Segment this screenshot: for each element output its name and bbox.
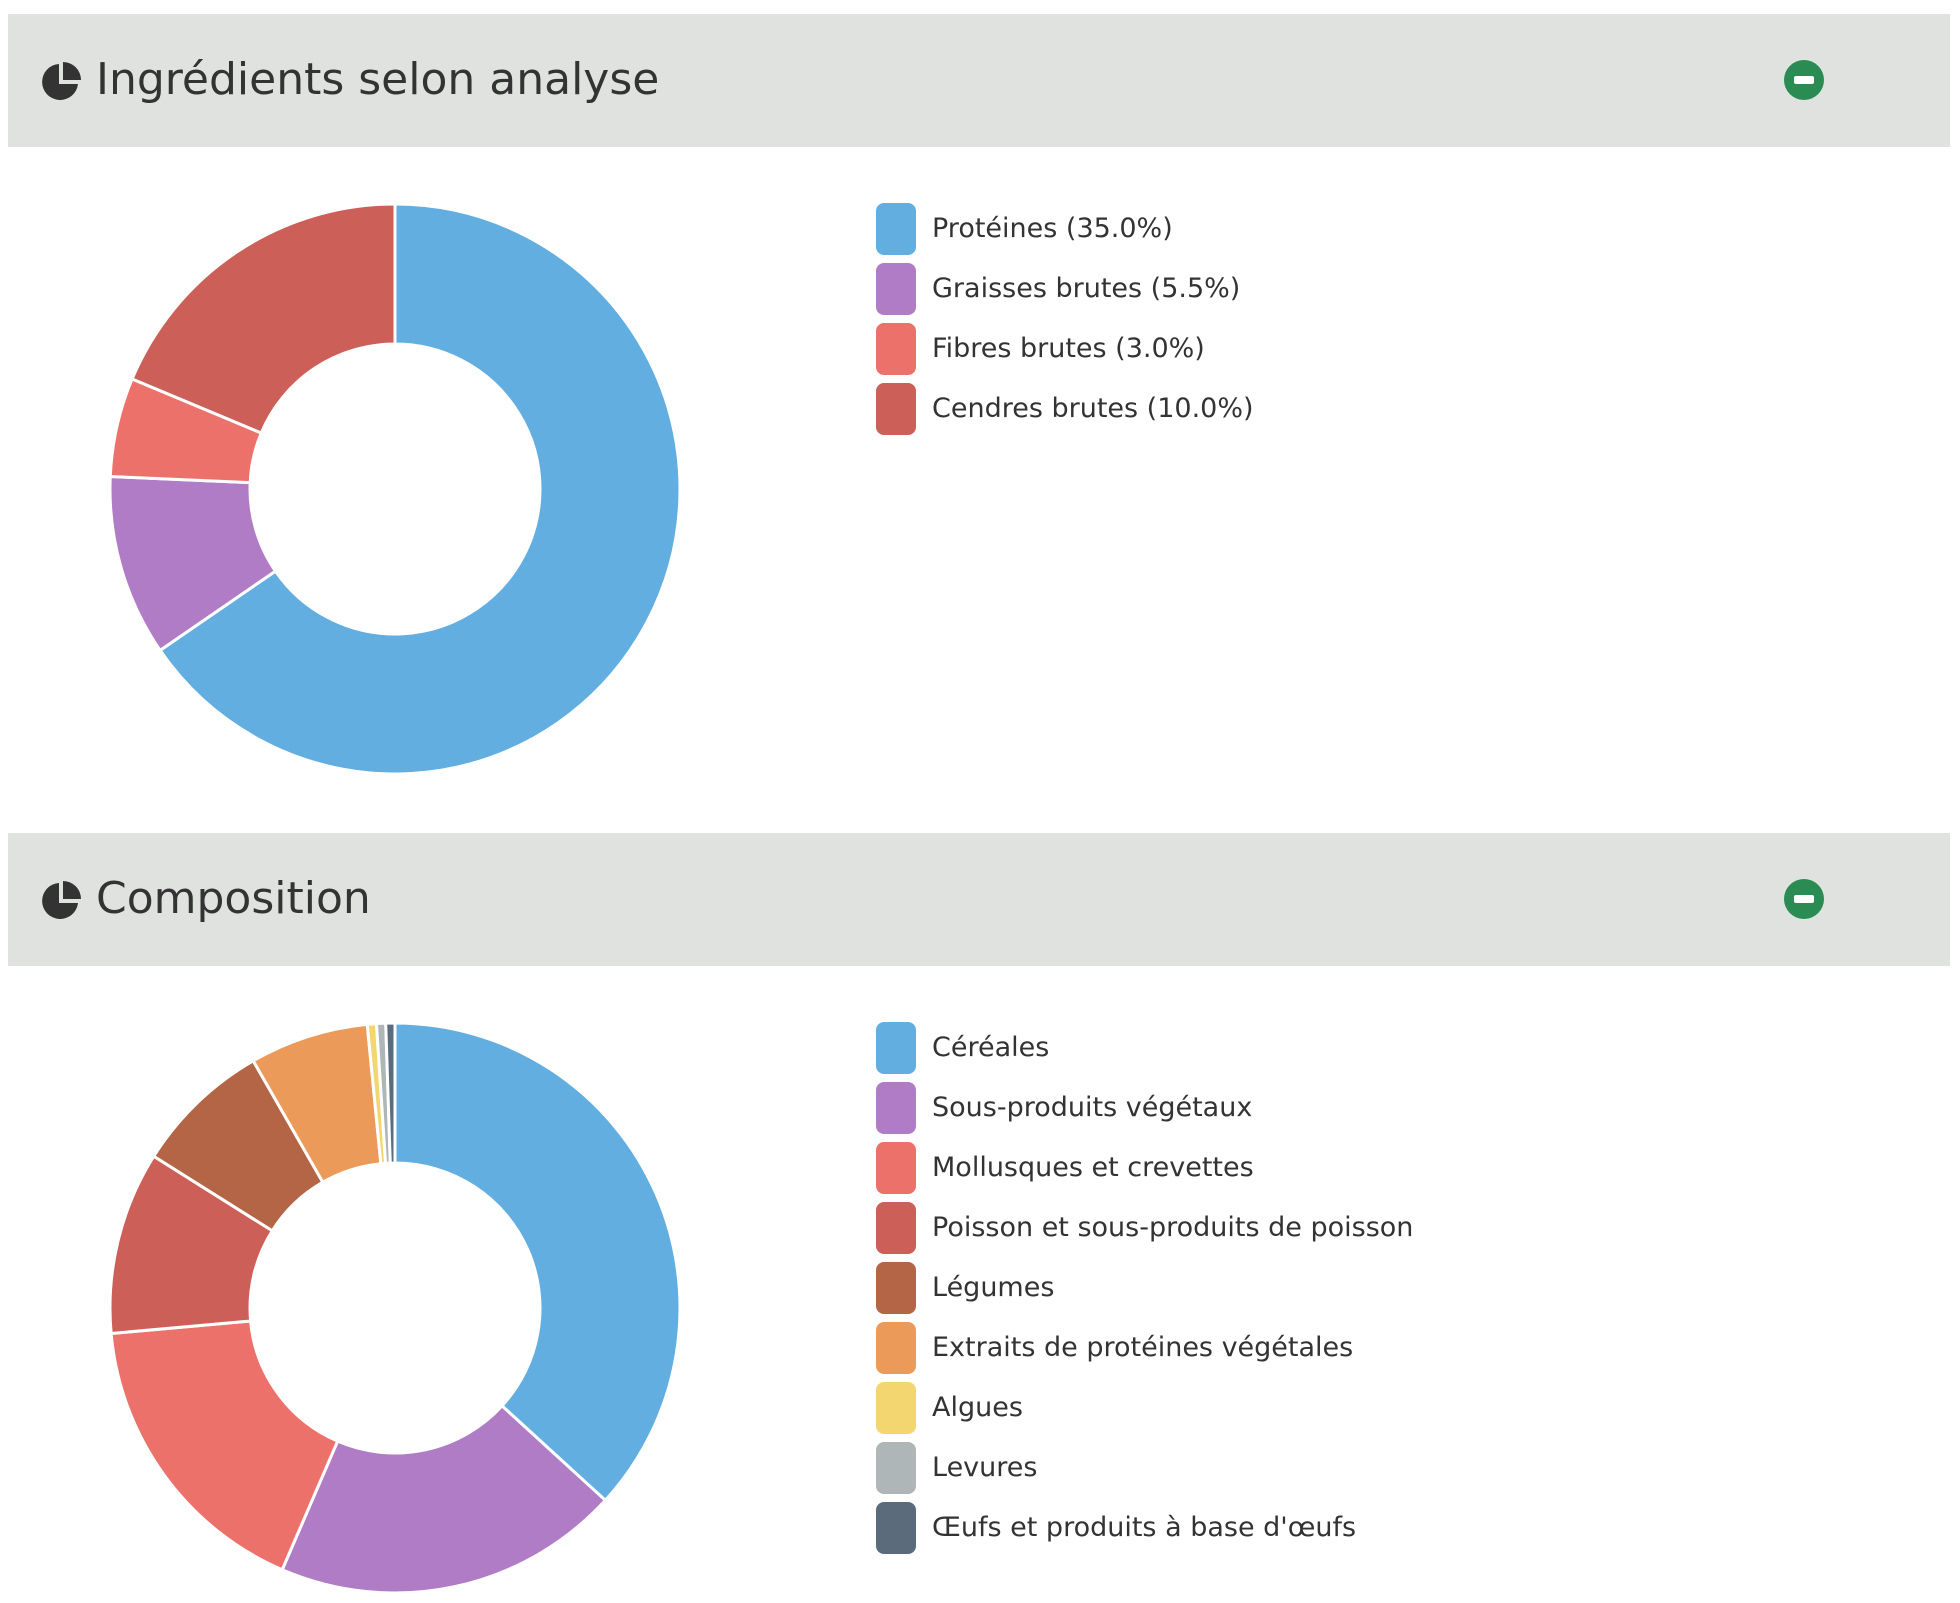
legend-composition: Céréales Sous-produits végétaux Mollusques… <box>876 1022 1413 1562</box>
slice-mollusques-et-crevettes[interactable] <box>109 1319 340 1572</box>
donut-chart-composition <box>108 1021 682 1595</box>
collapse-button-composition[interactable] <box>1784 879 1824 919</box>
legend-label: Algues <box>932 1392 1023 1423</box>
minus-circle-icon <box>1794 76 1814 84</box>
legend-swatch <box>876 1382 916 1434</box>
legend-item-levures[interactable]: Levures <box>876 1442 1413 1502</box>
legend-analysis: Protéines (35.0%) Graisses brutes (5.5%) F… <box>876 203 1254 443</box>
legend-label: Œufs et produits à base d'œufs <box>932 1512 1357 1543</box>
collapse-button-analysis[interactable] <box>1784 60 1824 100</box>
slice-oeufs-et-produits-a-base-d-oeufs[interactable] <box>384 1021 397 1165</box>
legend-item-cereales[interactable]: Céréales <box>876 1022 1413 1082</box>
legend-label: Levures <box>932 1452 1038 1483</box>
legend-swatch <box>876 263 916 315</box>
panel-title-composition: Composition <box>96 873 371 924</box>
legend-item-mollusques-et-crevettes[interactable]: Mollusques et crevettes <box>876 1142 1413 1202</box>
legend-swatch <box>876 1022 916 1074</box>
legend-label: Fibres brutes (3.0%) <box>932 333 1205 364</box>
slice-proteines-35-0[interactable] <box>158 202 682 776</box>
donut-chart-analysis <box>108 202 682 776</box>
pie-chart-icon <box>42 881 81 919</box>
legend-label: Protéines (35.0%) <box>932 213 1173 244</box>
legend-item-poisson-et-sous-produits-de-poisson[interactable]: Poisson et sous-produits de poisson <box>876 1202 1413 1262</box>
legend-swatch <box>876 1322 916 1374</box>
legend-item-algues[interactable]: Algues <box>876 1382 1413 1442</box>
legend-label: Poisson et sous-produits de poisson <box>932 1212 1414 1243</box>
legend-item-cendres-brutes-10-0[interactable]: Cendres brutes (10.0%) <box>876 383 1254 443</box>
legend-label: Graisses brutes (5.5%) <box>932 273 1241 304</box>
legend-swatch <box>876 1442 916 1494</box>
panel-title-analysis: Ingrédients selon analyse <box>96 54 660 105</box>
legend-label: Extraits de protéines végétales <box>932 1332 1354 1363</box>
legend-label: Mollusques et crevettes <box>932 1152 1254 1183</box>
legend-label: Légumes <box>932 1272 1055 1303</box>
legend-swatch <box>876 323 916 375</box>
legend-item-sous-produits-vegetaux[interactable]: Sous-produits végétaux <box>876 1082 1413 1142</box>
legend-swatch <box>876 1202 916 1254</box>
minus-circle-icon <box>1794 895 1814 903</box>
legend-label: Cendres brutes (10.0%) <box>932 393 1254 424</box>
legend-swatch <box>876 203 916 255</box>
legend-swatch <box>876 1082 916 1134</box>
legend-item-extraits-de-proteines-vegetales[interactable]: Extraits de protéines végétales <box>876 1322 1413 1382</box>
legend-item-oeufs-et-produits-a-base-d-oeufs[interactable]: Œufs et produits à base d'œufs <box>876 1502 1413 1562</box>
slice-cendres-brutes-10-0[interactable] <box>130 202 397 435</box>
slice-cereales[interactable] <box>393 1021 682 1502</box>
legend-swatch <box>876 1262 916 1314</box>
slice-sous-produits-vegetaux[interactable] <box>280 1404 607 1595</box>
legend-item-fibres-brutes-3-0[interactable]: Fibres brutes (3.0%) <box>876 323 1254 383</box>
panel-header-composition: Composition <box>8 833 1950 966</box>
legend-label: Sous-produits végétaux <box>932 1092 1253 1123</box>
legend-item-proteines-35-0[interactable]: Protéines (35.0%) <box>876 203 1254 263</box>
legend-item-graisses-brutes-5-5[interactable]: Graisses brutes (5.5%) <box>876 263 1254 323</box>
legend-item-legumes[interactable]: Légumes <box>876 1262 1413 1322</box>
legend-label: Céréales <box>932 1032 1050 1063</box>
legend-swatch <box>876 383 916 435</box>
panel-header-analysis: Ingrédients selon analyse <box>8 14 1950 147</box>
legend-swatch <box>876 1502 916 1554</box>
legend-swatch <box>876 1142 916 1194</box>
pie-chart-icon <box>42 62 81 100</box>
